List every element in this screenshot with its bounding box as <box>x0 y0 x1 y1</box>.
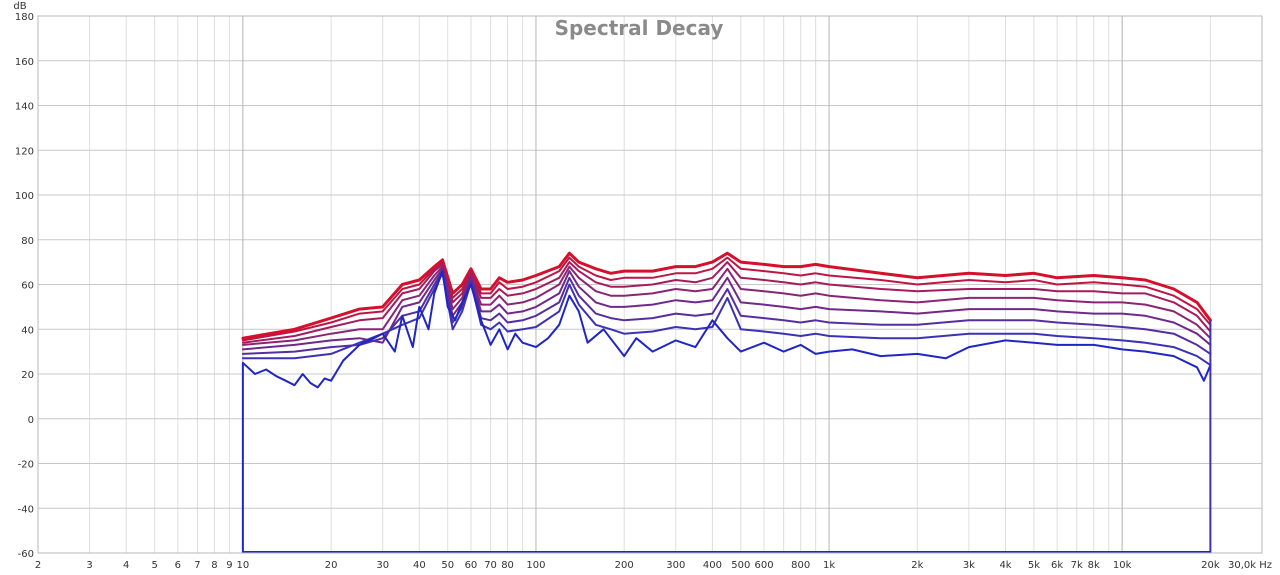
y-tick-labels: 180 160 140 120 100 80 60 40 20 0 -20 -40 -60 <box>15 12 34 560</box>
x-tick-label: 200 <box>615 560 634 571</box>
x-tick-label: 10k <box>1113 560 1132 571</box>
x-tick-label: 4k <box>999 560 1011 571</box>
x-tick-label: 3k <box>963 560 975 571</box>
decay-series-1 <box>241 251 1212 340</box>
x-tick-label: 2 <box>35 560 41 571</box>
x-tick-label: 4 <box>123 560 129 571</box>
x-tick-label: 20 <box>325 560 338 571</box>
x-tick-label: 30,0k Hz <box>1228 560 1272 571</box>
y-tick-label: 80 <box>21 236 34 247</box>
y-tick-label: -40 <box>18 504 34 515</box>
decay-series-5 <box>241 267 1212 351</box>
x-tick-label: 8k <box>1088 560 1100 571</box>
y-tick-label: -60 <box>18 549 34 560</box>
y-tick-label: 180 <box>15 12 34 23</box>
plot-frame <box>37 15 1263 554</box>
x-tick-label: 9 <box>226 560 232 571</box>
y-tick-label: -20 <box>18 460 34 471</box>
y-tick-label: 40 <box>21 325 34 336</box>
y-tick-label: 60 <box>21 281 34 292</box>
x-tick-label: 500 <box>731 560 750 571</box>
x-tick-label: 100 <box>526 560 545 571</box>
x-tick-label: 60 <box>465 560 478 571</box>
y-tick-label: 160 <box>15 57 34 68</box>
x-tick-label: 400 <box>703 560 722 571</box>
x-tick-label: 1k <box>823 560 835 571</box>
decay-series-2 <box>241 256 1212 342</box>
x-tick-label: 300 <box>666 560 685 571</box>
y-tick-label: 0 <box>28 415 34 426</box>
decay-series-8 <box>241 270 1212 389</box>
x-tick-label: 5k <box>1028 560 1040 571</box>
x-tick-label: 80 <box>501 560 514 571</box>
x-tick-label: 7 <box>194 560 200 571</box>
x-tick-label: 600 <box>754 560 773 571</box>
y-tick-label: 140 <box>15 102 34 113</box>
y-axis-unit-label: dB <box>13 1 26 12</box>
y-tick-label: 20 <box>21 370 34 381</box>
x-tick-label: 2k <box>911 560 923 571</box>
x-tick-label: 7k <box>1071 560 1083 571</box>
x-tick-label: 8 <box>211 560 217 571</box>
decay-series-3 <box>241 261 1212 344</box>
x-tick-label: 20k <box>1201 560 1220 571</box>
y-tick-label: 120 <box>15 146 34 157</box>
x-tick-label: 5 <box>151 560 157 571</box>
x-tick-label: 3 <box>86 560 92 571</box>
y-tick-label: 100 <box>15 191 34 202</box>
x-tick-label: 50 <box>441 560 454 571</box>
series-layer <box>241 251 1212 553</box>
x-tick-label: 6k <box>1051 560 1063 571</box>
x-tick-label: 40 <box>413 560 426 571</box>
x-tick-label: 800 <box>791 560 810 571</box>
chart-title: Spectral Decay <box>555 16 724 40</box>
x-tick-label: 30 <box>376 560 389 571</box>
x-tick-label: 6 <box>175 560 181 571</box>
x-tick-label: 10 <box>236 560 249 571</box>
decay-series-4 <box>241 265 1212 346</box>
x-tick-labels: 2 3 4 5 6 7 8 9 10 20 30 40 50 60 70 80 100 200 300 400 500 6… <box>35 560 1272 571</box>
x-tick-label: 70 <box>484 560 497 571</box>
decay-series-6 <box>241 270 1212 355</box>
